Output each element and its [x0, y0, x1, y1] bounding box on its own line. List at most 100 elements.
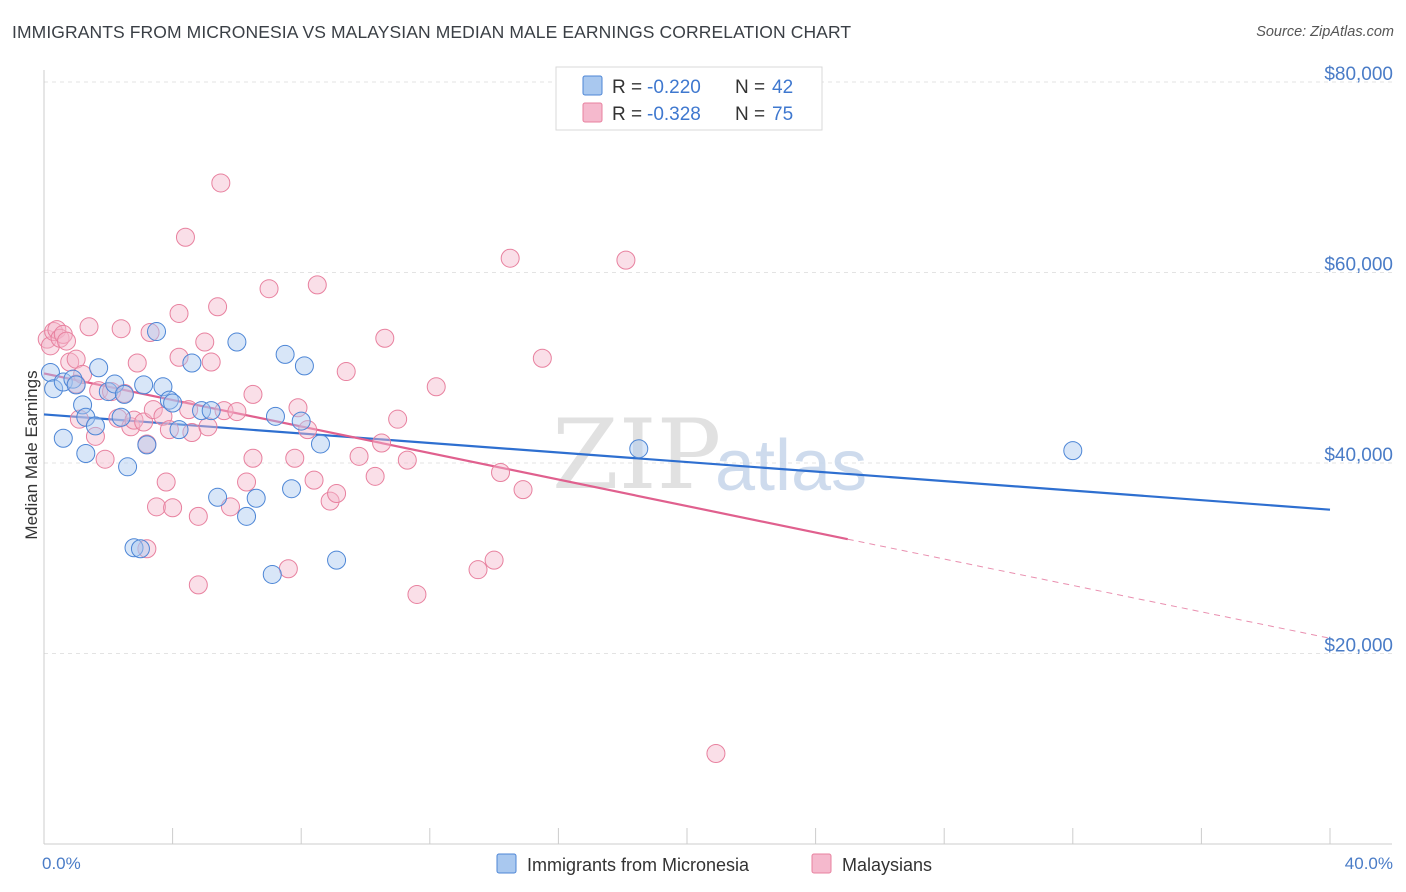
trend-line-malaysians-extension	[847, 538, 1331, 639]
data-point-micronesia	[53, 428, 73, 448]
data-point-micronesia	[262, 564, 282, 584]
data-point-malaysians	[227, 402, 247, 422]
data-point-malaysians	[484, 550, 504, 570]
data-point-malaysians	[79, 317, 99, 337]
legend-r-value: -0.328	[647, 104, 701, 125]
data-point-malaysians	[426, 377, 446, 397]
series-swatch-malaysians[interactable]	[811, 853, 832, 874]
series-label-malaysians[interactable]: Malaysians	[842, 855, 932, 875]
data-point-malaysians	[143, 400, 163, 420]
data-point-malaysians	[69, 409, 89, 429]
x-tick-labels: 0.0% 40.0%	[42, 854, 1393, 873]
data-point-malaysians	[468, 560, 488, 580]
y-tick-labels: $20,000 $40,000 $60,000 $80,000	[1324, 64, 1393, 657]
y-axis-title: Median Male Earnings	[22, 370, 41, 539]
legend-r-label: R =	[612, 104, 642, 125]
watermark: ZIP atlas	[552, 399, 867, 511]
data-point-micronesia	[147, 322, 167, 342]
data-point-malaysians	[327, 483, 347, 503]
data-point-malaysians	[388, 409, 408, 429]
data-point-micronesia	[275, 344, 295, 364]
legend-r-value: -0.220	[647, 77, 701, 98]
trend-line-micronesia	[43, 413, 1331, 511]
data-point-micronesia	[105, 374, 125, 394]
data-point-micronesia	[118, 457, 138, 477]
data-point-malaysians	[127, 353, 147, 373]
data-point-malaysians	[243, 448, 263, 468]
data-point-micronesia	[169, 420, 189, 440]
data-point-malaysians	[211, 173, 231, 193]
data-point-malaysians	[73, 364, 93, 384]
data-point-micronesia	[124, 538, 144, 558]
legend-r-label: R =	[612, 77, 642, 98]
data-point-micronesia	[114, 384, 134, 404]
data-point-malaysians	[278, 559, 298, 579]
data-point-malaysians	[407, 584, 427, 604]
data-point-micronesia	[63, 369, 83, 389]
correlation-legend: R = -0.220 N = 42 R = -0.328 N = 75	[555, 66, 823, 131]
data-point-malaysians	[147, 497, 167, 517]
data-point-micronesia	[629, 439, 649, 459]
data-point-malaysians	[175, 227, 195, 247]
data-point-micronesia	[310, 434, 330, 454]
data-point-micronesia	[327, 550, 347, 570]
data-point-malaysians	[169, 347, 189, 367]
data-point-malaysians	[220, 497, 240, 517]
data-point-micronesia	[85, 416, 105, 436]
data-point-malaysians	[372, 433, 392, 453]
chart-title: IMMIGRANTS FROM MICRONESIA VS MALAYSIAN …	[12, 22, 852, 42]
data-point-malaysians	[188, 575, 208, 595]
data-point-malaysians	[140, 323, 160, 343]
y-tick-label: $20,000	[1324, 636, 1393, 657]
data-point-malaysians	[500, 248, 520, 268]
data-point-malaysians	[208, 297, 228, 317]
data-point-micronesia	[282, 479, 302, 499]
legend-n-value: 42	[772, 77, 793, 98]
data-point-malaysians	[375, 328, 395, 348]
data-point-malaysians	[336, 362, 356, 382]
axes	[43, 70, 1392, 845]
data-point-micronesia	[182, 353, 202, 373]
legend-n-value: 75	[772, 104, 793, 125]
data-point-malaysians	[365, 466, 385, 486]
data-point-micronesia	[208, 487, 228, 507]
data-point-malaysians	[491, 463, 511, 483]
x-tick-label: 0.0%	[42, 854, 81, 873]
data-point-malaysians	[198, 417, 218, 437]
data-point-micronesia	[137, 435, 157, 455]
x-tick-label: 40.0%	[1345, 854, 1393, 873]
data-point-malaysians	[513, 480, 533, 500]
data-point-malaysians	[320, 491, 340, 511]
data-point-malaysians	[188, 506, 208, 526]
data-point-malaysians	[285, 448, 305, 468]
data-point-malaysians	[259, 279, 279, 299]
y-tick-label: $80,000	[1324, 64, 1393, 85]
data-point-micronesia	[227, 332, 247, 352]
data-point-malaysians	[156, 472, 176, 492]
data-point-micronesia	[291, 411, 311, 431]
data-point-malaysians	[85, 426, 105, 446]
data-point-micronesia	[73, 395, 93, 415]
data-point-malaysians	[201, 352, 221, 372]
data-point-malaysians	[95, 449, 115, 469]
data-point-malaysians	[397, 450, 417, 470]
data-point-micronesia	[265, 406, 285, 426]
series-legend: Immigrants from Micronesia Malaysians	[496, 853, 932, 875]
data-point-micronesia	[246, 488, 266, 508]
data-point-malaysians	[159, 420, 179, 440]
data-point-malaysians	[304, 470, 324, 490]
series-swatch-micronesia[interactable]	[496, 853, 517, 874]
data-point-micronesia	[44, 379, 64, 399]
data-point-malaysians	[57, 331, 77, 351]
data-point-malaysians	[111, 319, 131, 339]
data-point-malaysians	[163, 498, 183, 518]
series-label-micronesia[interactable]: Immigrants from Micronesia	[527, 855, 750, 875]
data-point-malaysians	[237, 472, 257, 492]
data-point-micronesia	[294, 356, 314, 376]
data-point-malaysians	[349, 446, 369, 466]
legend-n-label: N =	[735, 77, 765, 98]
data-point-malaysians	[195, 332, 215, 352]
data-point-micronesia	[237, 506, 257, 526]
data-point-malaysians	[169, 303, 189, 323]
